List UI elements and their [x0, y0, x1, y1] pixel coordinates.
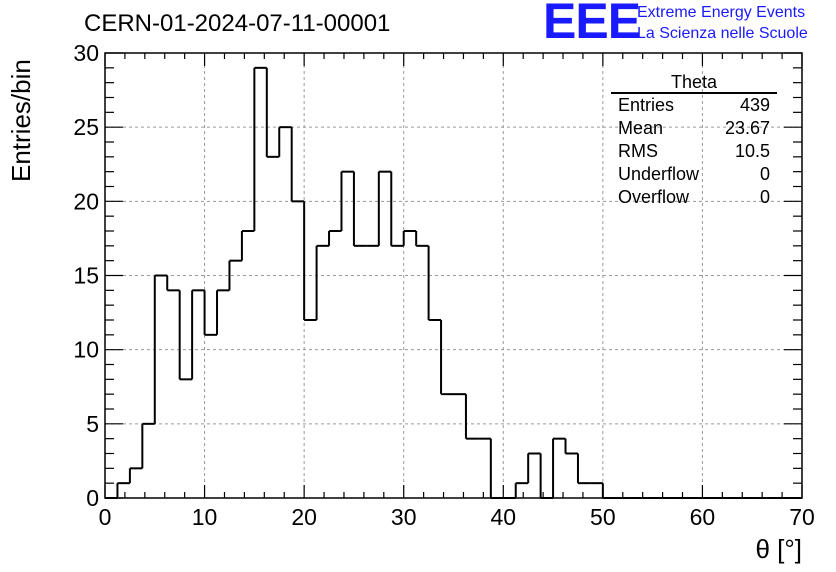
stats-label: Mean	[618, 118, 664, 138]
x-tick-label: 60	[690, 504, 716, 530]
stats-row: Underflow 0	[611, 163, 777, 186]
stats-row: Mean 23.67	[611, 117, 777, 140]
stats-value: 23.67	[724, 118, 770, 138]
x-tick-label: 70	[789, 504, 815, 530]
x-tick-label: 40	[490, 504, 516, 530]
x-tick-label: 30	[391, 504, 417, 530]
y-axis-label: Entries/bin	[6, 59, 36, 182]
stats-label: Entries	[618, 95, 675, 115]
eee-logo: EEE	[543, 0, 641, 49]
stats-box: Theta Entries 439 Mean 23.67 RMS 10.5 Un…	[611, 72, 777, 209]
y-tick-label: 30	[73, 40, 99, 66]
stats-row: Overflow 0	[611, 186, 777, 209]
stats-label: Overflow	[618, 187, 690, 207]
stats-row: Entries 439	[611, 94, 777, 117]
stats-value: 439	[739, 95, 770, 115]
stats-label: RMS	[618, 141, 658, 161]
y-tick-label: 20	[73, 188, 99, 214]
y-tick-label: 0	[86, 485, 99, 511]
y-tick-label: 10	[73, 337, 99, 363]
axis-ticks	[104, 52, 803, 499]
stats-row: RMS 10.5	[611, 140, 777, 163]
stats-value: 10.5	[734, 141, 770, 161]
x-tick-label: 20	[291, 504, 317, 530]
stats-value: 0	[759, 164, 770, 184]
logo-caption-line1: Extreme Energy Events	[637, 4, 806, 21]
stats-label: Underflow	[618, 164, 700, 184]
x-tick-label: 50	[590, 504, 616, 530]
y-tick-label: 5	[86, 411, 99, 437]
stats-value: 0	[759, 187, 770, 207]
tick-labels: 0 10 20 30 40 50 60 70 0 5 10 15 20 25 30	[73, 40, 814, 530]
histogram-bars	[105, 66, 802, 499]
x-axis-label: θ [°]	[755, 534, 802, 564]
run-title: CERN-01-2024-07-11-00001	[84, 10, 391, 37]
y-tick-label: 25	[73, 114, 99, 140]
logo-caption-line2: La Scienza nelle Scuole	[637, 25, 808, 42]
y-tick-label: 15	[73, 263, 99, 289]
x-tick-label: 0	[99, 504, 112, 530]
x-tick-label: 10	[192, 504, 218, 530]
stats-title: Theta	[611, 72, 777, 94]
